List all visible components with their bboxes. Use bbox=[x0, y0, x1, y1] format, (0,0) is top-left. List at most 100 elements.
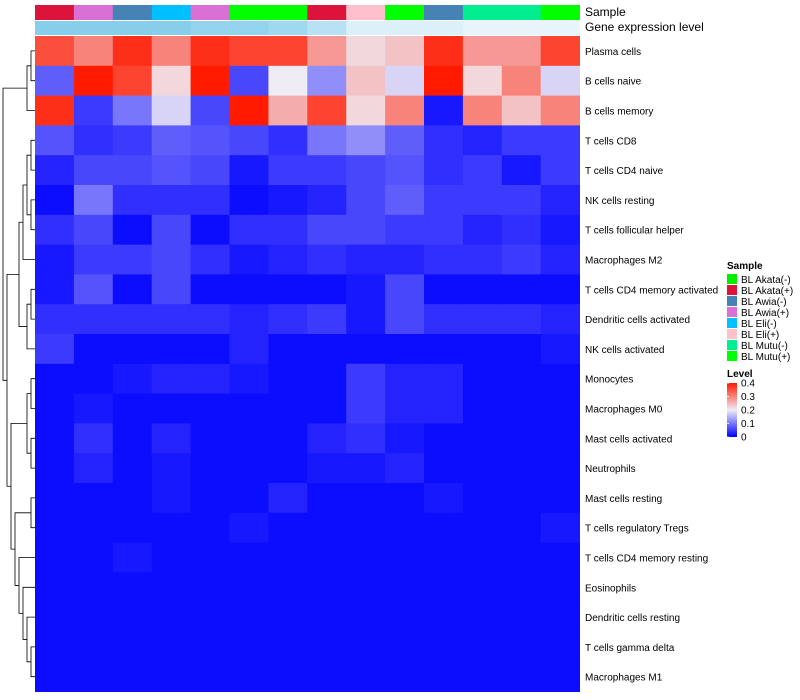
heatmap-cell bbox=[229, 304, 269, 335]
heatmap-cell bbox=[35, 572, 75, 603]
heatmap-cell bbox=[540, 244, 580, 275]
heatmap-cell bbox=[229, 453, 269, 484]
sample-legend-swatch bbox=[727, 340, 737, 350]
heatmap-cells bbox=[35, 36, 580, 692]
heatmap-cell bbox=[190, 244, 230, 275]
heatmap-cell bbox=[540, 334, 580, 365]
sample-annotation-cell bbox=[307, 5, 347, 20]
heatmap-cell bbox=[501, 393, 542, 424]
heatmap-cell bbox=[190, 155, 230, 186]
heatmap-cell bbox=[307, 542, 347, 573]
heatmap-cell bbox=[462, 155, 503, 186]
heatmap-cell bbox=[112, 304, 153, 335]
heatmap-cell bbox=[385, 274, 425, 305]
expression-annotation-cell bbox=[151, 21, 191, 35]
heatmap-cell bbox=[190, 453, 230, 484]
heatmap-cell bbox=[346, 155, 386, 186]
heatmap-cell bbox=[190, 661, 230, 692]
sample-legend-label: BL Eli(-) bbox=[741, 319, 777, 330]
sample-legend-label: BL Mutu(-) bbox=[741, 341, 788, 352]
level-legend-title: Level bbox=[727, 369, 753, 380]
heatmap-cell bbox=[501, 661, 542, 692]
level-tick-label: 0.1 bbox=[741, 419, 755, 430]
dendrogram-branch bbox=[6, 274, 19, 487]
heatmap-cell bbox=[424, 214, 464, 245]
dendrogram-branch bbox=[30, 497, 35, 529]
heatmap-cell bbox=[190, 304, 230, 335]
heatmap-cell bbox=[151, 363, 191, 394]
heatmap-cell bbox=[73, 632, 114, 663]
heatmap-cell bbox=[112, 483, 153, 514]
heatmap-cell bbox=[268, 632, 308, 663]
level-tick-label: 0.3 bbox=[741, 392, 755, 403]
heatmap-cell bbox=[73, 274, 114, 305]
heatmap-cell bbox=[540, 36, 580, 67]
expression-annotation-cell bbox=[346, 21, 386, 35]
dendrogram-branch bbox=[26, 154, 31, 216]
heatmap-cell bbox=[35, 483, 75, 514]
heatmap-cell bbox=[346, 304, 386, 335]
heatmap-cell bbox=[268, 661, 308, 692]
heatmap-cell bbox=[307, 483, 347, 514]
heatmap-cell bbox=[385, 423, 425, 454]
heatmap-cell bbox=[73, 393, 114, 424]
heatmap-cell bbox=[190, 632, 230, 663]
heatmap-cell bbox=[462, 185, 503, 216]
row-label: Dendritic cells activated bbox=[585, 315, 690, 326]
heatmap-cell bbox=[190, 393, 230, 424]
heatmap-cell bbox=[35, 393, 75, 424]
row-dendrogram bbox=[2, 50, 35, 678]
heatmap-cell bbox=[424, 453, 464, 484]
heatmap-cell bbox=[540, 304, 580, 335]
sample-legend-label: BL Eli(+) bbox=[741, 330, 779, 341]
heatmap-cell bbox=[462, 214, 503, 245]
sample-legend: Sample BL Akata(-)BL Akata(+)BL Awia(-)B… bbox=[727, 261, 793, 363]
heatmap-cell bbox=[540, 125, 580, 156]
heatmap-cell bbox=[540, 363, 580, 394]
heatmap-cell bbox=[424, 512, 464, 543]
level-tick-label: 0.2 bbox=[741, 406, 755, 417]
heatmap-cell bbox=[540, 155, 580, 186]
row-labels: Plasma cells B cells naive B cells memory T… bbox=[585, 47, 718, 684]
heatmap-cell bbox=[424, 185, 464, 216]
sample-annotation-cell bbox=[112, 5, 153, 20]
sample-annotation-cell bbox=[462, 5, 503, 20]
expression-track-label: Gene expression level bbox=[585, 20, 704, 34]
heatmap-cell bbox=[462, 483, 503, 514]
heatmap-cell bbox=[501, 274, 542, 305]
heatmap-cell bbox=[35, 661, 75, 692]
row-label: Mast cells activated bbox=[585, 434, 672, 445]
heatmap-cell bbox=[462, 274, 503, 305]
heatmap-cell bbox=[73, 542, 114, 573]
expression-annotation-cell bbox=[35, 21, 75, 35]
dendrogram-branch bbox=[30, 199, 35, 231]
heatmap-cell bbox=[112, 632, 153, 663]
heatmap-cell bbox=[307, 36, 347, 67]
sample-legend-swatch bbox=[727, 329, 737, 339]
heatmap-cell bbox=[346, 393, 386, 424]
heatmap-cell bbox=[112, 572, 153, 603]
heatmap-cell bbox=[190, 185, 230, 216]
dendrogram-branch bbox=[30, 378, 35, 409]
heatmap-cell bbox=[151, 185, 191, 216]
heatmap-cell bbox=[268, 36, 308, 67]
heatmap-cell bbox=[268, 304, 308, 335]
heatmap-cell bbox=[151, 602, 191, 633]
sample-legend-items: BL Akata(-)BL Akata(+)BL Awia(-)BL Awia(… bbox=[727, 274, 793, 363]
heatmap-cell bbox=[424, 393, 464, 424]
row-label: Macrophages M2 bbox=[585, 256, 663, 267]
heatmap-cell bbox=[112, 36, 153, 67]
heatmap-cell bbox=[501, 95, 542, 126]
heatmap-cell bbox=[307, 95, 347, 126]
expression-annotation-cell bbox=[268, 21, 308, 35]
heatmap-cell bbox=[540, 542, 580, 573]
heatmap-cell bbox=[540, 214, 580, 245]
heatmap-cell bbox=[112, 661, 153, 692]
heatmap-cell bbox=[385, 244, 425, 275]
heatmap-cell bbox=[540, 65, 580, 96]
heatmap-cell bbox=[346, 602, 386, 633]
heatmap-cell bbox=[385, 483, 425, 514]
heatmap-cell bbox=[268, 125, 308, 156]
heatmap-cell bbox=[346, 512, 386, 543]
heatmap-cell bbox=[151, 244, 191, 275]
